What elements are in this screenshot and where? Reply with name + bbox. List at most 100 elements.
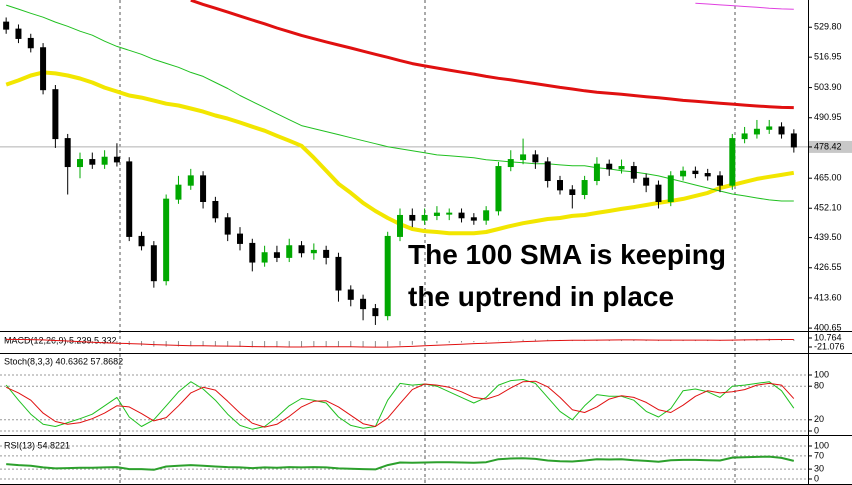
candle-body bbox=[286, 245, 293, 258]
candle-body bbox=[384, 235, 391, 317]
y-tick-label: 465.00 bbox=[814, 173, 842, 183]
y-tick-label: 10.764 bbox=[814, 332, 842, 342]
candle-body bbox=[335, 256, 342, 291]
y-tick-label: 478.42 bbox=[814, 141, 842, 151]
candle-body bbox=[557, 180, 563, 191]
candle-body bbox=[569, 189, 576, 196]
candle-body bbox=[655, 184, 662, 202]
y-tick-label: 30 bbox=[814, 463, 824, 473]
y-tick-label: 516.95 bbox=[814, 52, 842, 62]
y-tick-label: 0 bbox=[814, 473, 819, 483]
candle-body bbox=[52, 89, 59, 140]
candle-body bbox=[224, 217, 231, 235]
candle-body bbox=[113, 156, 120, 163]
candle-body bbox=[433, 212, 440, 216]
candle-body bbox=[753, 128, 760, 135]
candle-body bbox=[273, 252, 280, 258]
candle-body bbox=[692, 170, 699, 175]
candle-body bbox=[495, 166, 502, 212]
candle-body bbox=[483, 210, 490, 221]
candle-body bbox=[458, 212, 465, 219]
candle-body bbox=[593, 163, 600, 182]
candle-body bbox=[606, 163, 613, 170]
candle-body bbox=[532, 154, 539, 163]
candle-body bbox=[187, 175, 194, 186]
candle-body bbox=[212, 200, 219, 219]
candle-body bbox=[163, 198, 170, 282]
candle-body bbox=[446, 212, 453, 215]
candle-body bbox=[3, 21, 10, 30]
candle-body bbox=[397, 214, 403, 237]
y-tick-label: 503.90 bbox=[814, 82, 842, 92]
candle-body bbox=[298, 245, 305, 254]
candle-body bbox=[766, 126, 773, 130]
candle-body bbox=[717, 175, 723, 186]
y-tick-label: 0 bbox=[814, 425, 819, 435]
candle-body bbox=[470, 217, 477, 221]
candle-body bbox=[126, 161, 133, 237]
y-tick-label: 452.10 bbox=[814, 203, 842, 213]
candle-body bbox=[704, 173, 711, 177]
candle-body bbox=[150, 245, 157, 282]
candle-body bbox=[200, 175, 207, 202]
candle-body bbox=[40, 47, 47, 91]
candle-body bbox=[421, 214, 428, 221]
candle-body bbox=[77, 159, 83, 168]
candle-body bbox=[544, 161, 551, 182]
candle-body bbox=[15, 28, 22, 39]
time-grid bbox=[119, 0, 736, 485]
candle-body bbox=[347, 289, 354, 300]
moving-average bbox=[695, 2, 794, 10]
indicator-line bbox=[5, 380, 795, 428]
candle-body bbox=[667, 175, 674, 202]
y-tick-label: 529.80 bbox=[814, 22, 842, 32]
candle-body bbox=[741, 133, 748, 140]
y-tick-label: 100 bbox=[814, 440, 829, 450]
moving-average bbox=[6, 4, 794, 202]
candle-body bbox=[27, 37, 34, 49]
y-tick-label: 400.65 bbox=[814, 322, 842, 332]
y-tick-label: 20 bbox=[814, 414, 824, 424]
candle-body bbox=[101, 156, 108, 165]
candle-body bbox=[643, 177, 650, 186]
candle-body bbox=[237, 233, 243, 244]
y-tick-label: 439.50 bbox=[814, 232, 842, 242]
y-tick-label: 413.60 bbox=[814, 292, 842, 302]
candle-body bbox=[520, 154, 527, 161]
main-plot bbox=[0, 0, 808, 325]
candle-body bbox=[729, 138, 736, 186]
y-tick-label: 100 bbox=[814, 369, 829, 379]
candle-body bbox=[507, 159, 514, 168]
candle-body bbox=[778, 126, 785, 135]
candle-body bbox=[618, 166, 625, 170]
candle-body bbox=[261, 252, 268, 263]
candle-body bbox=[790, 133, 797, 148]
candle-body bbox=[630, 166, 637, 179]
current-price-box bbox=[809, 140, 852, 153]
candle-body bbox=[323, 249, 330, 258]
y-tick-label: -21.076 bbox=[814, 341, 845, 351]
candle-body bbox=[89, 159, 96, 165]
annotation: The 100 SMA is keeping bbox=[408, 239, 726, 270]
candle-body bbox=[581, 180, 588, 196]
candle-body bbox=[360, 298, 367, 310]
candle-body bbox=[680, 170, 687, 177]
macd-plot bbox=[5, 338, 795, 348]
y-tick-label: 80 bbox=[814, 381, 824, 391]
candle-body bbox=[249, 242, 256, 263]
indicator-line bbox=[5, 379, 795, 430]
indicator-line bbox=[6, 455, 795, 471]
candle-body bbox=[138, 235, 145, 247]
candle-body bbox=[175, 184, 182, 200]
candle-body bbox=[372, 308, 379, 317]
y-tick-label: 426.55 bbox=[814, 262, 842, 272]
stoch-label: Stoch(8,3,3) 40.6362 57.8682 bbox=[4, 356, 123, 366]
moving-average bbox=[190, 0, 794, 110]
candle-body bbox=[409, 214, 416, 221]
y-tick-label: 490.95 bbox=[814, 112, 842, 122]
macd-signal bbox=[6, 338, 794, 348]
rsi-label: RSI(13) 54.8221 bbox=[4, 440, 70, 450]
candle-body bbox=[64, 138, 71, 168]
candle-body bbox=[310, 249, 317, 254]
